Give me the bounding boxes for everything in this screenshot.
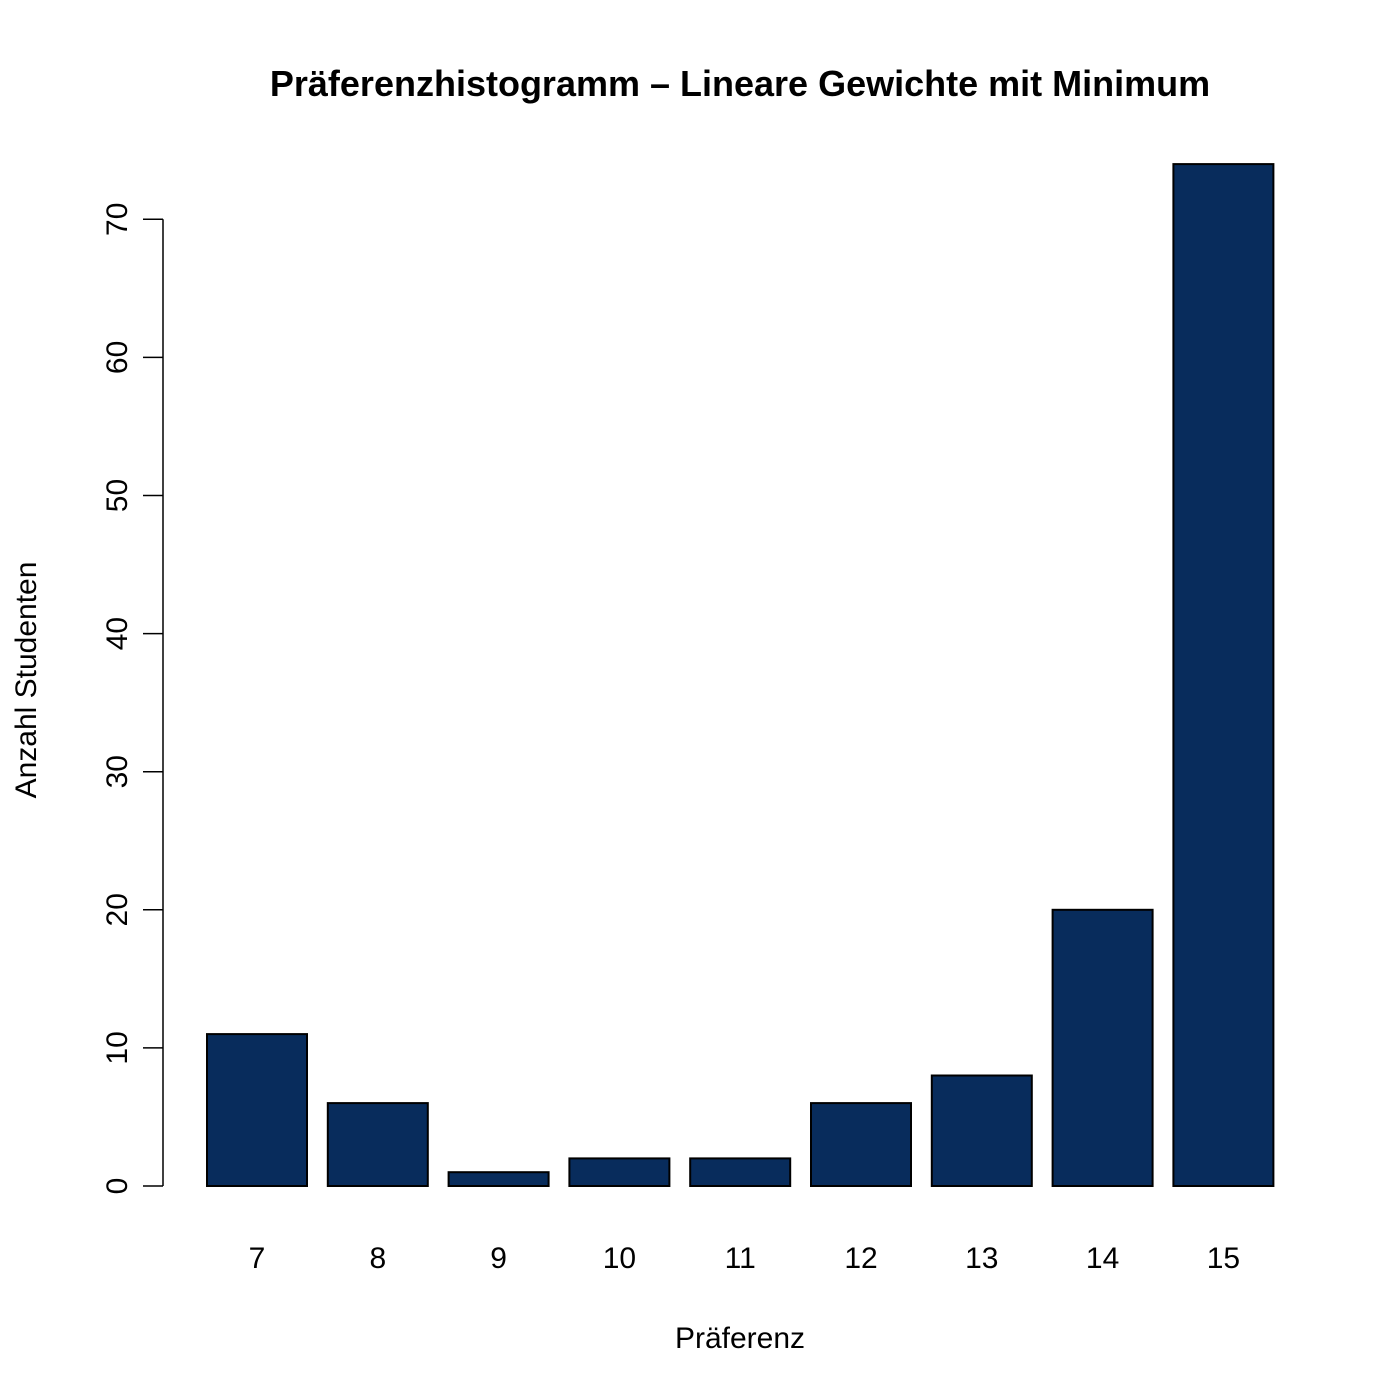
x-tick-label: 12 — [844, 1242, 877, 1275]
bar-12 — [810, 1102, 912, 1187]
bars-group — [206, 163, 1275, 1188]
bar-9 — [447, 1171, 550, 1187]
bar-13 — [930, 1074, 1033, 1187]
bar-8 — [326, 1102, 429, 1187]
x-tick-label: 10 — [603, 1242, 636, 1275]
y-tick-label: 60 — [101, 341, 134, 374]
x-tick-label: 7 — [249, 1242, 266, 1275]
y-axis-label: Anzahl Studenten — [10, 562, 43, 799]
y-axis: 0 10 20 30 40 50 60 70 — [101, 203, 164, 1195]
y-tick-label: 30 — [101, 755, 134, 788]
bar-11 — [689, 1157, 792, 1188]
x-tick-labels: 7 8 9 10 11 12 13 14 15 — [249, 1242, 1240, 1275]
bar-15 — [1172, 163, 1275, 1188]
chart-title: Präferenzhistogramm – Lineare Gewichte m… — [270, 63, 1210, 104]
y-tick-label: 20 — [101, 893, 134, 926]
y-tick-label: 70 — [101, 203, 134, 236]
bar-14 — [1051, 908, 1154, 1187]
x-axis-label: Präferenz — [675, 1322, 805, 1355]
x-tick-label: 9 — [490, 1242, 507, 1275]
y-tick-label: 10 — [101, 1031, 134, 1064]
x-tick-label: 14 — [1086, 1242, 1119, 1275]
y-tick-label: 50 — [101, 479, 134, 512]
x-tick-label: 11 — [725, 1242, 756, 1275]
bar-10 — [568, 1157, 671, 1188]
x-tick-label: 15 — [1207, 1242, 1240, 1275]
x-tick-label: 13 — [965, 1242, 998, 1275]
x-tick-label: 8 — [369, 1242, 386, 1275]
bar-7 — [206, 1033, 308, 1187]
y-tick-label: 40 — [101, 617, 134, 650]
y-tick-label: 0 — [101, 1178, 134, 1195]
